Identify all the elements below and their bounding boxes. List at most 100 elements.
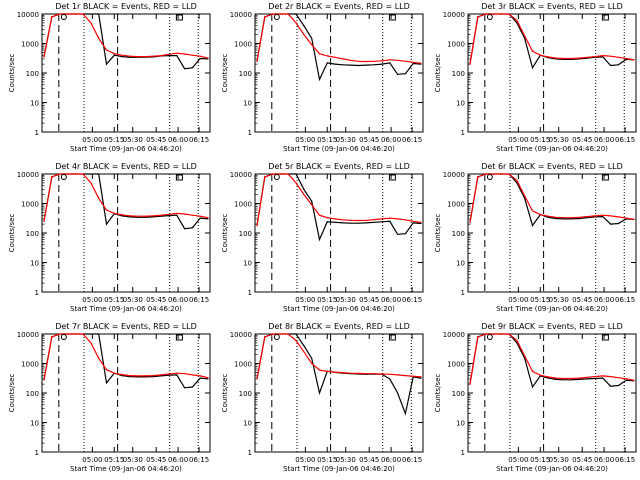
x-tick-label: 05:15 [104, 296, 124, 304]
x-tick-label: 05:00 [82, 456, 102, 464]
x-tick-label: 06:00 [168, 136, 188, 144]
data-point-lld [176, 372, 178, 374]
data-point-lld [610, 215, 612, 217]
panel-8: Det 8r BLACK = Events, RED = LLD 1 10 100 10… [221, 322, 424, 473]
data-point-events [389, 220, 391, 222]
data-point-lld [412, 375, 414, 377]
data-point-lld [420, 221, 422, 223]
data-point-events [105, 382, 108, 384]
data-point-events [570, 58, 573, 61]
data-point-lld [334, 371, 336, 373]
data-point-events [326, 62, 328, 64]
x-tick-label: 05:00 [82, 296, 102, 304]
data-point-lld [303, 194, 305, 196]
data-point-lld [381, 218, 383, 220]
x-tick-label: 06:00 [168, 296, 188, 304]
data-point-lld [152, 55, 154, 57]
x-tick-label: 06:00 [381, 136, 401, 144]
data-point-lld [389, 373, 391, 375]
data-point-lld [168, 373, 170, 375]
data-point-lld [59, 333, 61, 335]
data-point-lld [570, 217, 573, 219]
data-point-events [295, 173, 297, 175]
data-point-events [137, 376, 139, 378]
data-point-events [168, 374, 170, 376]
data-point-lld [59, 13, 61, 15]
data-point-lld [74, 13, 76, 15]
data-point-lld [43, 220, 45, 222]
x-tick-label: 05:00 [295, 136, 315, 144]
x-tick-label: 06:00 [381, 296, 401, 304]
data-point-lld [295, 339, 297, 342]
data-point-lld [563, 57, 565, 60]
y-tick-label: 100 [26, 390, 39, 398]
marker-box-symbol [601, 334, 609, 341]
panel-title: Det 3r BLACK = Events, RED = LLD [481, 2, 623, 11]
data-point-lld [578, 216, 580, 218]
panel-1: Det 1r BLACK = Events, RED = LLD 1 10 100 10… [8, 2, 211, 153]
y-tick-label: 10 [30, 420, 39, 428]
data-point-events [342, 222, 344, 224]
data-point-lld [477, 176, 479, 178]
x-tick-label: 05:15 [104, 136, 124, 144]
data-point-lld [485, 333, 487, 335]
data-point-lld [272, 333, 274, 335]
y-axis-label: Counts/sec [434, 374, 442, 413]
y-tick-label: 10 [456, 420, 465, 428]
data-point-lld [633, 59, 635, 61]
data-point-events [531, 386, 534, 388]
x-tick-label: 05:30 [549, 136, 569, 144]
series-line-events [469, 13, 635, 70]
data-point-events [412, 222, 414, 224]
data-point-lld [90, 182, 92, 184]
data-point-lld [318, 53, 321, 55]
x-tick-label: 05:30 [336, 136, 356, 144]
x-tick-label: 05:45 [572, 456, 592, 464]
data-point-lld [144, 56, 147, 58]
data-point-lld [586, 56, 588, 58]
y-tick-label: 10000 [230, 171, 252, 179]
data-point-lld [184, 213, 186, 215]
data-point-events [524, 37, 526, 39]
data-point-events [578, 378, 580, 380]
series-line-lld [43, 173, 209, 222]
y-tick-label: 100 [239, 390, 252, 398]
x-tick-label: 05:00 [82, 136, 102, 144]
data-point-lld [586, 216, 588, 218]
data-point-events [563, 218, 565, 220]
y-tick-label: 10000 [17, 331, 39, 339]
data-point-lld [113, 53, 115, 55]
data-point-lld [610, 55, 612, 57]
panel-title: Det 4r BLACK = Events, RED = LLD [55, 162, 197, 171]
marker-circle-symbol [486, 14, 493, 20]
data-point-lld [586, 376, 588, 378]
data-point-events [342, 64, 344, 66]
data-point-lld [160, 374, 162, 376]
data-point-lld [365, 373, 367, 375]
data-point-lld [531, 370, 534, 372]
data-point-lld [264, 336, 266, 338]
y-tick-label: 1 [248, 289, 252, 297]
plot-frame [254, 173, 424, 293]
y-tick-label: 10 [30, 100, 39, 108]
data-point-events [617, 222, 620, 225]
data-point-lld [279, 333, 281, 335]
series-line-events [256, 333, 422, 416]
marker-box-symbol [175, 14, 183, 21]
data-point-events [168, 215, 170, 217]
y-tick-label: 10000 [443, 331, 465, 339]
data-point-lld [633, 379, 635, 381]
data-point-lld [373, 60, 375, 62]
data-point-lld [199, 375, 201, 377]
data-point-lld [311, 204, 313, 206]
data-point-lld [578, 57, 580, 59]
y-tick-label: 100 [239, 230, 252, 238]
data-point-lld [500, 13, 502, 15]
data-point-lld [256, 60, 258, 62]
series-line-events [43, 13, 209, 70]
y-tick-label: 10000 [443, 171, 465, 179]
data-point-events [152, 376, 154, 378]
data-point-lld [625, 217, 627, 219]
data-point-lld [404, 375, 406, 377]
data-point-lld [121, 54, 123, 56]
